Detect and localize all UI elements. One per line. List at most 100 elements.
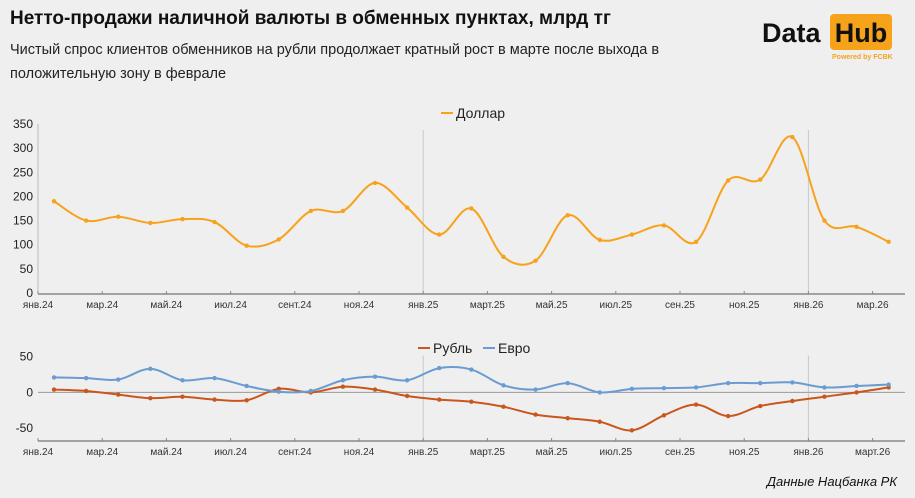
x-tick-label: янв.26 (793, 447, 824, 458)
y-tick-label: 0 (26, 385, 33, 399)
data-point (212, 375, 217, 381)
y-tick-label: -50 (16, 421, 34, 435)
x-tick-label: янв.24 (23, 447, 54, 458)
data-point (501, 383, 506, 388)
x-tick-label: сент.24 (278, 447, 312, 458)
x-tick-label: март.25 (470, 300, 506, 311)
y-tick-label: 300 (13, 141, 33, 155)
x-tick-label: июл.25 (599, 447, 632, 458)
x-tick-label: июл.25 (599, 300, 632, 311)
data-point (661, 385, 667, 391)
legend-label: Евро (498, 340, 531, 356)
y-tick-label: 150 (13, 214, 33, 228)
x-tick-label: янв.25 (408, 447, 439, 458)
data-point (597, 237, 602, 243)
source-note: Данные Нацбанка РК (766, 474, 897, 489)
data-point (276, 237, 281, 242)
y-tick-label: 200 (13, 189, 33, 203)
data-point (340, 378, 346, 383)
data-point (533, 387, 538, 392)
y-tick-label: 350 (13, 117, 33, 131)
data-point (886, 382, 891, 387)
x-tick-label: сент.24 (278, 300, 312, 311)
data-point (822, 218, 827, 223)
data-point (83, 388, 89, 394)
data-point (51, 387, 57, 392)
data-point (244, 243, 249, 248)
data-point (83, 218, 89, 223)
data-point (437, 397, 442, 402)
data-point (437, 365, 442, 371)
chart-title: Нетто-продажи наличной валюты в обменных… (10, 8, 611, 29)
y-tick-label: 250 (13, 165, 33, 179)
data-point (758, 403, 763, 409)
x-tick-label: март.25 (470, 447, 506, 458)
x-tick-label: май.24 (150, 447, 182, 458)
x-tick-label: сен.25 (665, 447, 695, 458)
x-tick-label: май.25 (536, 447, 568, 458)
x-tick-label: мар.24 (86, 300, 118, 311)
legend-label: Доллар (456, 105, 505, 121)
data-point (661, 413, 667, 418)
data-point (51, 375, 57, 380)
data-point (404, 393, 410, 399)
data-point (533, 258, 538, 263)
data-point (148, 220, 153, 226)
data-point (340, 208, 346, 214)
data-point (758, 177, 763, 182)
series-line-Рубль (54, 385, 889, 432)
data-point (116, 392, 121, 397)
x-tick-label: март.26 (855, 447, 891, 458)
x-tick-label: май.25 (536, 300, 568, 311)
data-point (629, 428, 635, 433)
data-point (372, 387, 378, 392)
logo-word2: Hub (830, 14, 892, 50)
data-point (565, 213, 570, 218)
logo-tagline: Powered by FCBK (832, 54, 893, 61)
data-point (404, 205, 410, 210)
data-point (148, 395, 153, 401)
data-point (854, 390, 859, 395)
data-point (148, 366, 153, 372)
data-point (244, 398, 249, 403)
data-point (629, 386, 635, 392)
data-point (83, 375, 89, 381)
data-point (693, 402, 699, 407)
data-point (725, 413, 731, 419)
x-tick-label: май.24 (150, 300, 182, 311)
data-point (212, 219, 217, 225)
data-point (597, 419, 602, 424)
data-point (854, 383, 859, 389)
data-point (758, 380, 763, 386)
data-point (886, 239, 891, 245)
data-point (180, 378, 185, 383)
data-point (533, 412, 538, 417)
x-tick-label: янв.24 (23, 300, 54, 311)
data-point (340, 384, 346, 389)
data-point (308, 388, 314, 394)
data-point (693, 385, 699, 390)
data-point (116, 214, 121, 219)
data-point (180, 394, 185, 399)
data-point (437, 232, 442, 237)
series-line-Доллар (53, 135, 890, 266)
logo-word1: Data (762, 18, 821, 48)
chart-subtitle: Чистый спрос клиентов обменников на рубл… (10, 42, 660, 82)
x-tick-label: мар.26 (857, 300, 889, 311)
y-tick-label: 50 (20, 262, 34, 276)
data-point (597, 390, 602, 395)
x-tick-label: ноя.25 (729, 447, 760, 458)
x-tick-label: июл.24 (214, 447, 247, 458)
x-tick-label: янв.25 (408, 300, 439, 311)
data-point (372, 374, 378, 379)
data-point (822, 394, 827, 399)
data-point (693, 239, 699, 245)
data-point (469, 367, 474, 372)
data-point (501, 404, 506, 409)
data-point (790, 134, 795, 140)
data-point (244, 383, 249, 389)
data-point (822, 385, 827, 390)
x-tick-label: ноя.24 (344, 447, 375, 458)
